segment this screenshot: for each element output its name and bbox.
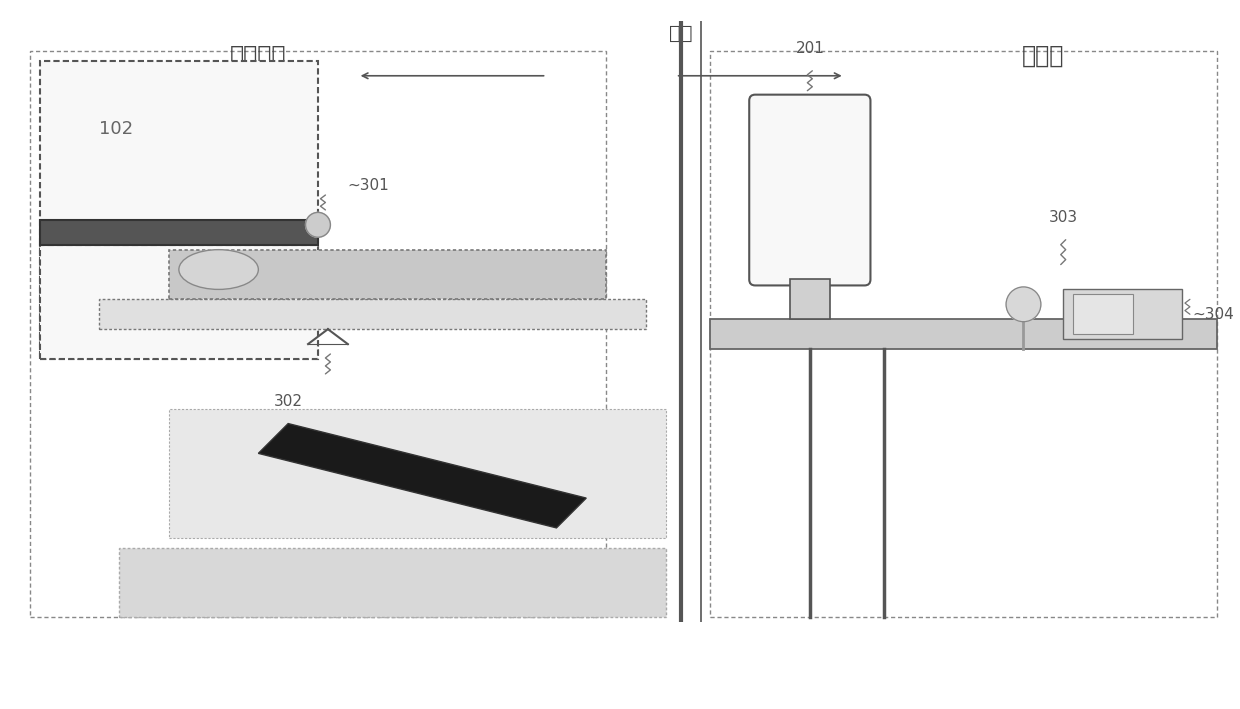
Bar xyxy=(119,548,666,618)
Ellipse shape xyxy=(1006,287,1040,322)
Text: 302: 302 xyxy=(274,393,303,409)
Polygon shape xyxy=(258,423,587,528)
Bar xyxy=(1063,289,1183,339)
Bar xyxy=(40,245,317,359)
Bar xyxy=(711,319,1218,349)
Bar xyxy=(169,250,606,299)
Text: ~304: ~304 xyxy=(1193,307,1234,322)
FancyBboxPatch shape xyxy=(749,95,870,286)
Text: 201: 201 xyxy=(795,41,825,56)
Bar xyxy=(1073,294,1133,334)
Bar xyxy=(99,299,646,329)
Text: ~301: ~301 xyxy=(347,177,389,193)
Text: 墙壁: 墙壁 xyxy=(668,23,692,43)
Text: 303: 303 xyxy=(1049,210,1078,225)
Bar xyxy=(790,279,830,319)
Ellipse shape xyxy=(305,213,330,238)
Text: 操控室: 操控室 xyxy=(1022,44,1065,68)
Bar xyxy=(30,51,606,618)
Bar xyxy=(40,220,317,245)
Bar xyxy=(169,408,666,538)
Text: 扫描室内: 扫描室内 xyxy=(231,44,286,68)
Bar xyxy=(40,61,317,359)
Text: 102: 102 xyxy=(99,121,134,138)
Bar xyxy=(711,51,1218,618)
Ellipse shape xyxy=(179,250,258,289)
